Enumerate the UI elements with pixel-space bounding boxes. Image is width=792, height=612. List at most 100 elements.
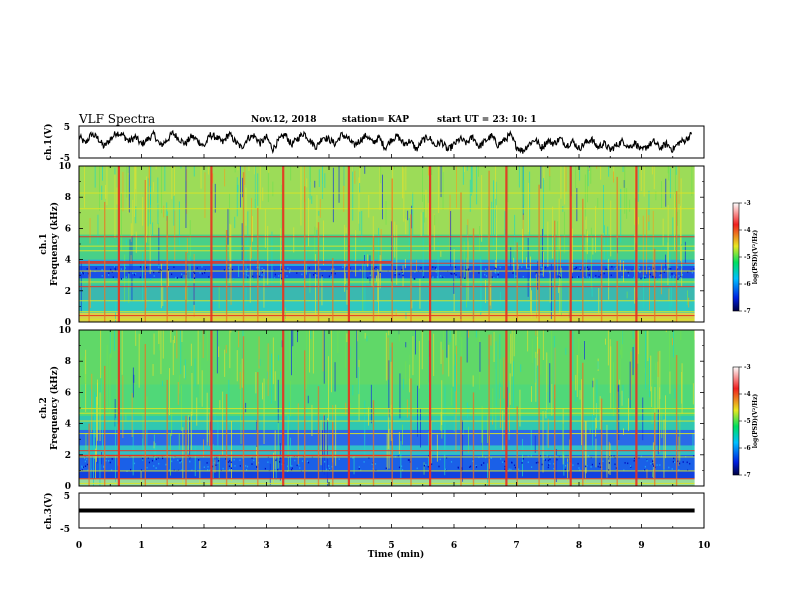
spectrogram-speckle: [358, 466, 360, 468]
spectrogram-streak: [455, 354, 456, 420]
spectrogram-streak: [513, 330, 515, 357]
spectrogram-speckle: [444, 468, 446, 471]
spectrogram-speckle: [157, 457, 159, 459]
spectrogram-streak: [478, 166, 479, 177]
spectrogram-streak: [462, 166, 464, 185]
spectrogram-speckle: [114, 267, 116, 270]
spectrogram-streak: [364, 166, 366, 174]
spectrogram-speckle: [643, 469, 646, 471]
spectrogram-streak: [481, 405, 483, 443]
spectrogram-streak: [652, 472, 654, 477]
spectrogram-streak: [507, 166, 509, 203]
spectrogram-streak: [660, 263, 662, 295]
spectrogram-streak: [306, 239, 307, 275]
spectrogram-speckle: [153, 465, 155, 467]
spectrogram-speckle: [293, 455, 295, 458]
spectrogram-streak: [140, 330, 142, 340]
spectrogram-streak: [527, 238, 529, 297]
spectrogram-streak: [114, 167, 116, 175]
spectrogram-speckle: [442, 276, 444, 278]
spectrogram-streak: [644, 368, 646, 374]
spectrogram-streak: [228, 379, 230, 425]
spectrogram-burst: [257, 208, 259, 322]
spectrogram-streak: [236, 177, 238, 217]
spectrogram-streak: [537, 352, 539, 409]
spectrogram-streak: [440, 251, 442, 257]
spectrogram-streak: [653, 166, 655, 190]
spectrogram-streak: [565, 166, 567, 192]
spectrogram-streak: [390, 404, 392, 441]
spectrogram-streak: [306, 178, 308, 188]
ch2-spectrogram-ylabel-channel: ch.2: [39, 397, 49, 418]
spectrogram-streak: [234, 166, 236, 173]
spectrogram-streak: [359, 183, 361, 193]
spectrogram-speckle: [212, 463, 214, 466]
spectrogram-speckle: [649, 273, 651, 276]
spectrogram-speckle: [540, 266, 542, 268]
spectrogram-streak: [499, 291, 501, 306]
spectrogram-streak: [412, 192, 414, 246]
spectrogram-speckle: [158, 266, 160, 269]
ch1-colorbar-label: log(PSD)(V²/Hz): [752, 230, 759, 285]
spectrogram-streak: [251, 198, 252, 259]
spectrogram-streak: [344, 330, 346, 368]
spectrogram-speckle: [331, 272, 333, 274]
spectrogram-streak: [531, 338, 533, 364]
spectrogram-ytick-label: 8: [65, 357, 71, 367]
spectrogram-speckle: [89, 276, 91, 279]
spectrogram-streak: [106, 166, 108, 206]
spectrogram-streak: [297, 330, 298, 343]
spectrogram-speckle: [262, 271, 264, 273]
spectrogram-streak: [315, 254, 316, 315]
spectrogram-speckle: [490, 457, 492, 459]
spectrogram-speckle: [443, 276, 445, 278]
spectrogram-speckle: [603, 272, 605, 275]
spectrogram-speckle: [587, 269, 590, 271]
spectrogram-speckle: [435, 271, 437, 273]
spectrogram-streak: [222, 391, 224, 456]
spectrogram-streak: [659, 387, 661, 452]
spectrogram-streak: [674, 388, 676, 399]
spectrogram-speckle: [263, 273, 265, 276]
spectrogram-speckle: [588, 268, 590, 270]
spectrogram-speckle: [671, 468, 673, 470]
spectrogram-speckle: [627, 271, 629, 274]
spectrogram-streak: [451, 387, 453, 406]
spectrogram-streak: [674, 194, 675, 251]
spectrogram-speckle: [547, 466, 549, 469]
spectrogram-speckle: [132, 272, 134, 275]
spectrogram-streak: [546, 352, 548, 411]
spectrogram-streak: [130, 255, 132, 264]
spectrogram-speckle: [511, 461, 513, 464]
spectrogram-streak: [99, 392, 101, 441]
ch2-spectrogram-panel: 0 2 4 6 8 10 ch.2 Frequency (kHz) -3 -4 -5 -6 -7 …: [39, 326, 759, 492]
spectrogram-streak: [132, 367, 134, 398]
spectrogram-speckle: [484, 273, 486, 276]
spectrogram-streak: [132, 199, 134, 236]
spectrogram-streak: [97, 454, 99, 464]
spectrogram-streak: [687, 290, 688, 305]
spectrogram-streak: [288, 401, 290, 424]
spectrogram-streak: [129, 239, 131, 273]
spectrogram-streak: [634, 166, 636, 199]
spectrogram-speckle: [247, 274, 249, 277]
spectrogram-speckle: [179, 459, 181, 462]
spectrogram-streak: [678, 166, 680, 204]
spectrogram-speckle: [180, 460, 182, 463]
spectrogram-streak: [684, 241, 686, 264]
spectrogram-speckle: [450, 461, 453, 463]
spectrogram-streak: [163, 205, 165, 218]
spectrogram-streak: [586, 234, 588, 255]
spectrogram-ytick-label: 6: [65, 388, 71, 398]
spectrogram-streak: [540, 330, 542, 375]
spectrogram-streak: [318, 211, 320, 216]
spectrogram-speckle: [101, 268, 103, 271]
spectrogram-speckle: [521, 266, 523, 268]
spectrogram-streak: [521, 166, 523, 195]
spectrogram-speckle: [371, 463, 373, 465]
spectrogram-streak: [545, 411, 547, 419]
spectrogram-streak: [311, 195, 313, 204]
spectrogram-streak: [125, 413, 127, 422]
spectrogram-streak: [478, 330, 480, 349]
colorbar-tick-label: -4: [744, 227, 751, 234]
